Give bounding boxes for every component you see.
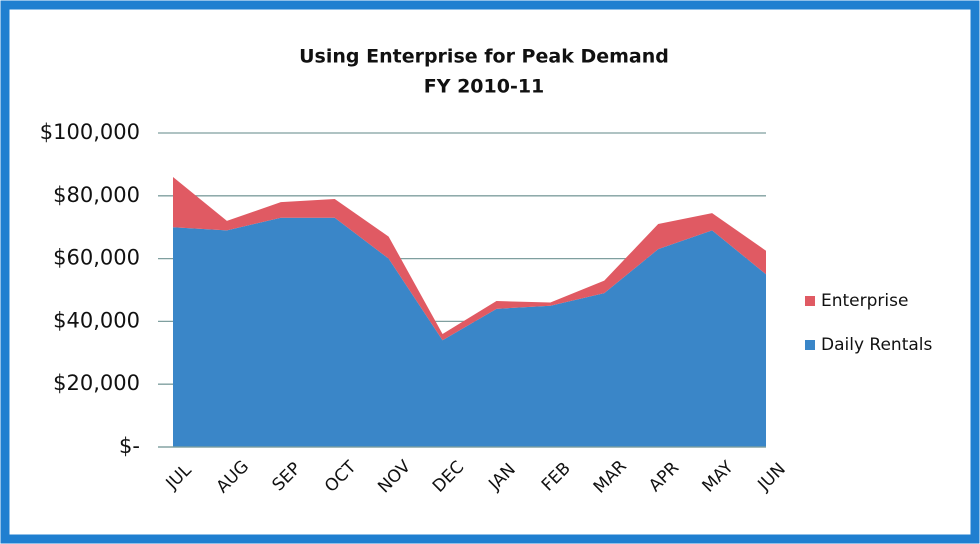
chart-title: Using Enterprise for Peak Demand <box>299 46 669 68</box>
legend-swatch <box>805 340 815 350</box>
area <box>173 217 766 447</box>
y-tick-label: $- <box>119 434 140 458</box>
y-tick-label: $100,000 <box>40 120 140 144</box>
chart-subtitle: FY 2010-11 <box>424 76 545 98</box>
area <box>173 176 766 341</box>
legend-label: Daily Rentals <box>821 335 933 355</box>
y-tick-label: $80,000 <box>53 183 140 207</box>
y-tick-label: $20,000 <box>53 371 140 395</box>
legend-swatch <box>805 296 815 306</box>
y-tick-label: $60,000 <box>53 246 140 270</box>
y-tick-label: $40,000 <box>53 308 140 332</box>
legend-label: Enterprise <box>821 291 908 311</box>
